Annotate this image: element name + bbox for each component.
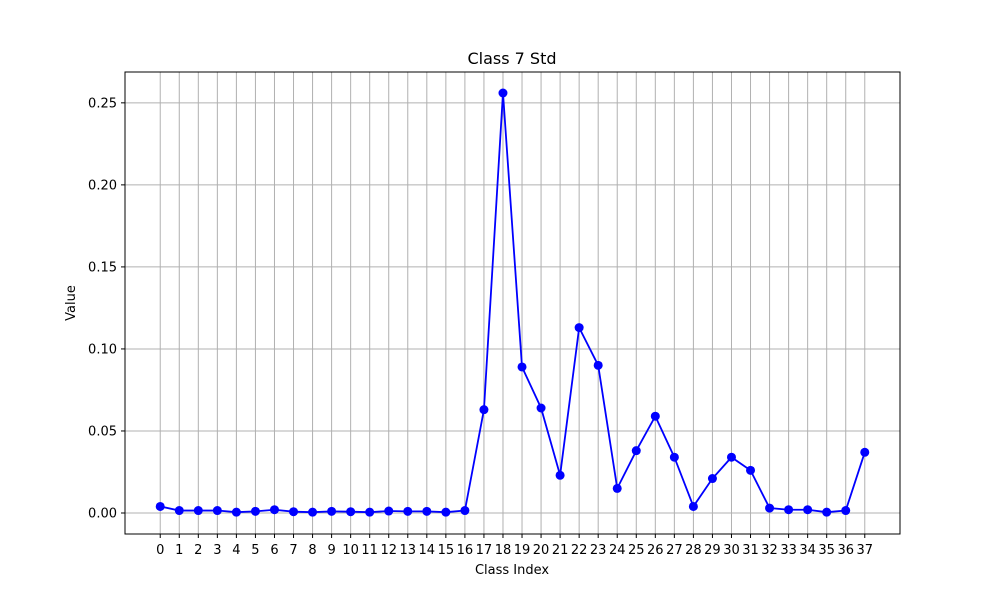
data-point	[650, 411, 660, 421]
data-point	[193, 506, 203, 516]
x-tick-label: 34	[799, 543, 816, 558]
data-point	[289, 507, 299, 517]
x-tick-label: 15	[438, 543, 455, 558]
x-tick-label: 21	[552, 543, 569, 558]
x-axis-label: Class Index	[475, 563, 549, 578]
data-point	[231, 507, 241, 517]
y-tick-label: 0.05	[88, 424, 117, 439]
y-tick-label: 0.20	[88, 178, 117, 193]
x-tick-label: 3	[213, 543, 221, 558]
data-point	[460, 506, 470, 516]
data-point	[726, 452, 736, 462]
grid-lines	[125, 72, 900, 534]
x-tick-label: 31	[742, 543, 759, 558]
plot-frame	[124, 71, 901, 535]
data-point	[707, 474, 717, 484]
data-point	[346, 507, 356, 517]
x-tick-label: 17	[476, 543, 493, 558]
y-axis-ticks: 0.00 0.05 0.10 0.15 0.20 0.25	[88, 96, 125, 522]
x-tick-label: 16	[457, 543, 474, 558]
x-tick-label: 29	[704, 543, 721, 558]
data-point	[631, 446, 641, 456]
x-tick-label: 24	[609, 543, 626, 558]
x-tick-label: 1	[175, 543, 183, 558]
data-point	[669, 452, 679, 462]
data-point	[688, 501, 698, 511]
x-tick-label: 33	[780, 543, 797, 558]
x-tick-label: 5	[251, 543, 259, 558]
x-tick-label: 9	[327, 543, 335, 558]
data-point	[212, 506, 222, 516]
x-tick-label: 7	[289, 543, 297, 558]
series-line	[160, 92, 866, 514]
data-point	[250, 506, 260, 516]
x-tick-label: 22	[571, 543, 588, 558]
data-point	[308, 507, 318, 517]
data-point	[365, 507, 375, 517]
data-point	[593, 360, 603, 370]
data-point	[155, 501, 165, 511]
x-tick-label: 32	[761, 543, 778, 558]
x-tick-label: 28	[685, 543, 702, 558]
series-layer	[155, 88, 870, 517]
data-point	[517, 362, 527, 372]
y-tick-label: 0.00	[88, 507, 117, 522]
data-point	[555, 470, 565, 480]
data-point	[327, 506, 337, 516]
x-tick-label: 19	[514, 543, 531, 558]
x-tick-label: 0	[156, 543, 164, 558]
x-tick-label: 20	[533, 543, 550, 558]
y-axis-label: Value	[64, 285, 79, 321]
data-point	[860, 447, 870, 457]
x-tick-label: 8	[308, 543, 316, 558]
x-tick-label: 26	[647, 543, 664, 558]
data-point	[441, 507, 451, 517]
data-point	[803, 505, 813, 515]
x-tick-label: 23	[590, 543, 607, 558]
x-tick-label: 2	[194, 543, 202, 558]
data-point	[269, 505, 279, 515]
y-tick-label: 0.25	[88, 96, 117, 111]
x-tick-label: 13	[399, 543, 416, 558]
data-point	[498, 88, 508, 98]
x-tick-label: 27	[666, 543, 683, 558]
y-tick-label: 0.10	[88, 342, 117, 357]
x-tick-label: 30	[723, 543, 740, 558]
data-point	[746, 465, 756, 475]
data-point	[384, 506, 394, 516]
x-tick-label: 11	[361, 543, 378, 558]
x-tick-label: 14	[419, 543, 436, 558]
data-point	[574, 323, 584, 333]
x-tick-label: 35	[818, 543, 835, 558]
data-point	[403, 506, 413, 516]
data-point	[612, 483, 622, 493]
data-point	[536, 403, 546, 413]
data-point	[784, 505, 794, 515]
data-point	[765, 503, 775, 513]
data-point	[841, 506, 851, 516]
x-tick-label: 37	[856, 543, 873, 558]
x-tick-label: 36	[837, 543, 854, 558]
x-axis-ticks: 0 1 2 3 4 5 6 7 8 9 10 11 12 13 14 15 16 17 18 19 20 21 22 23 24…	[156, 534, 873, 558]
x-tick-label: 25	[628, 543, 645, 558]
x-tick-label: 6	[270, 543, 278, 558]
x-tick-label: 12	[380, 543, 397, 558]
y-tick-label: 0.15	[88, 260, 117, 275]
x-tick-label: 18	[495, 543, 512, 558]
data-point	[174, 506, 184, 516]
chart-title: Class 7 Std	[467, 49, 556, 68]
data-point	[479, 405, 489, 415]
data-point	[422, 506, 432, 516]
x-tick-label: 4	[232, 543, 240, 558]
data-point	[822, 507, 832, 517]
x-tick-label: 10	[342, 543, 359, 558]
